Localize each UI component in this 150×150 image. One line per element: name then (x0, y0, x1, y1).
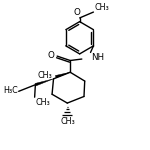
Text: H₃C: H₃C (3, 86, 18, 95)
Polygon shape (55, 72, 70, 78)
Text: CH₃: CH₃ (37, 71, 52, 80)
Text: CH₃: CH₃ (94, 3, 109, 12)
Polygon shape (35, 79, 54, 86)
Text: NH: NH (91, 53, 104, 62)
Text: O: O (74, 8, 80, 17)
Text: O: O (47, 51, 54, 60)
Text: CH₃: CH₃ (35, 98, 50, 107)
Text: CH₃: CH₃ (61, 117, 75, 126)
